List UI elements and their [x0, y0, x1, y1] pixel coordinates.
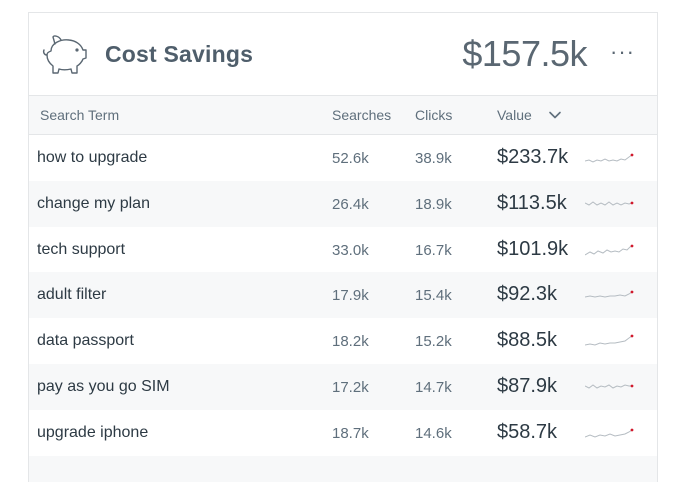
column-search-term[interactable]: Search Term: [40, 107, 120, 123]
total-savings-value: $157.5k: [462, 33, 587, 74]
sparkline-icon: [585, 290, 634, 298]
cost-savings-card: Cost Savings $157.5k ··· Search Term Sea…: [28, 12, 658, 482]
searches-cell: 52.6k: [332, 150, 369, 167]
value-cell: $58.7k: [497, 420, 558, 443]
card-title: Cost Savings: [105, 41, 254, 67]
table-row-partial: [29, 455, 657, 482]
value-cell: $88.5k: [497, 329, 558, 352]
clicks-cell: 18.9k: [415, 195, 452, 213]
clicks-cell: 15.2k: [415, 333, 452, 351]
search-term-cell: pay as you go SIM: [37, 377, 170, 395]
column-searches[interactable]: Searches: [332, 107, 392, 123]
searches-cell: 18.7k: [332, 424, 369, 442]
table-row[interactable]: tech support 33.0k 16.7k $101.9k: [29, 227, 657, 273]
table-row[interactable]: data passport 18.2k 15.2k $88.5k: [29, 318, 657, 364]
clicks-cell: 14.7k: [415, 378, 452, 396]
table-body: how to upgrade 52.6k 38.9k $233.7k chang…: [29, 135, 657, 482]
value-cell: $233.7k: [497, 146, 569, 168]
sparkline-icon: [585, 201, 634, 206]
searches-cell: 17.9k: [332, 287, 369, 305]
clicks-cell: 14.6k: [415, 424, 452, 442]
chevron-down-icon[interactable]: [548, 108, 562, 122]
clicks-cell: 16.7k: [415, 241, 452, 259]
value-cell: $101.9k: [497, 237, 569, 260]
table-row[interactable]: upgrade iphone 18.7k 14.6k $58.7k: [29, 410, 657, 456]
sparkline-icon: [585, 334, 634, 346]
column-value[interactable]: Value: [497, 107, 532, 123]
table-header: Search Term Searches Clicks Value: [29, 96, 657, 135]
clicks-cell: 15.4k: [415, 287, 452, 305]
search-term-cell: tech support: [37, 240, 126, 258]
value-cell: $87.9k: [497, 374, 558, 397]
sparkline-icon: [585, 428, 634, 438]
value-cell: $113.5k: [497, 191, 567, 214]
searches-cell: 18.2k: [332, 333, 369, 351]
sparkline-icon: [585, 153, 634, 163]
column-clicks[interactable]: Clicks: [415, 107, 453, 123]
searches-cell: 17.2k: [332, 378, 369, 396]
more-options-button[interactable]: ···: [610, 39, 635, 64]
searches-cell: 33.0k: [332, 241, 369, 259]
piggy-bank-icon: [42, 35, 87, 74]
search-term-cell: change my plan: [37, 194, 150, 212]
table-row[interactable]: adult filter 17.9k 15.4k $92.3k: [29, 272, 657, 319]
clicks-cell: 38.9k: [415, 150, 452, 167]
table-row[interactable]: pay as you go SIM 17.2k 14.7k $87.9k: [29, 363, 657, 410]
search-term-cell: upgrade iphone: [37, 423, 149, 441]
table-row[interactable]: how to upgrade 52.6k 38.9k $233.7k: [29, 135, 657, 181]
searches-cell: 26.4k: [332, 195, 369, 213]
search-term-cell: how to upgrade: [37, 149, 148, 166]
sparkline-icon: [585, 384, 634, 389]
table-row[interactable]: change my plan 26.4k 18.9k $113.5k: [29, 180, 657, 227]
search-term-cell: adult filter: [37, 286, 107, 304]
search-term-cell: data passport: [37, 332, 134, 350]
card-header: Cost Savings $157.5k ···: [29, 13, 657, 96]
value-cell: $92.3k: [497, 283, 558, 306]
sparkline-icon: [585, 244, 634, 256]
